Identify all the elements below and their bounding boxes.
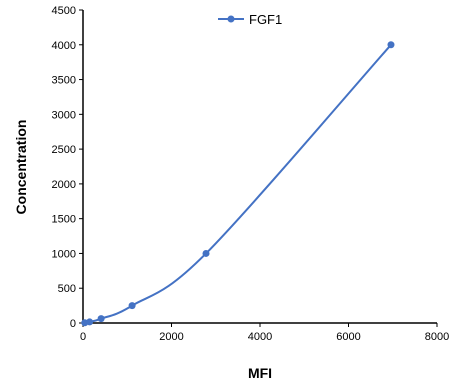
y-tick-label: 1000 xyxy=(52,248,76,260)
y-tick-label: 4000 xyxy=(52,40,76,52)
y-tick-label: 2000 xyxy=(52,179,76,191)
x-tick-label: 8000 xyxy=(425,331,449,343)
y-tick-label: 1500 xyxy=(52,214,76,226)
x-axis-title: MFI xyxy=(248,365,272,381)
y-axis-title: Concentration xyxy=(13,120,29,215)
data-point xyxy=(86,318,94,326)
data-point xyxy=(128,302,136,310)
x-tick-label: 2000 xyxy=(159,331,183,343)
y-tick-label: 0 xyxy=(70,318,76,330)
data-point xyxy=(202,249,210,257)
legend-label: FGF1 xyxy=(249,12,282,27)
x-tick-label: 4000 xyxy=(248,331,272,343)
y-tick-label: 500 xyxy=(58,283,76,295)
y-tick-label: 2500 xyxy=(52,144,76,156)
y-tick-label: 4500 xyxy=(52,5,76,17)
x-tick-label: 6000 xyxy=(336,331,360,343)
series-line xyxy=(84,44,392,324)
y-tick-label: 3000 xyxy=(52,109,76,121)
data-point xyxy=(97,315,105,323)
legend-marker xyxy=(227,15,235,23)
x-tick-label: 0 xyxy=(80,331,86,343)
data-point xyxy=(387,41,395,49)
y-tick-label: 3500 xyxy=(52,75,76,87)
